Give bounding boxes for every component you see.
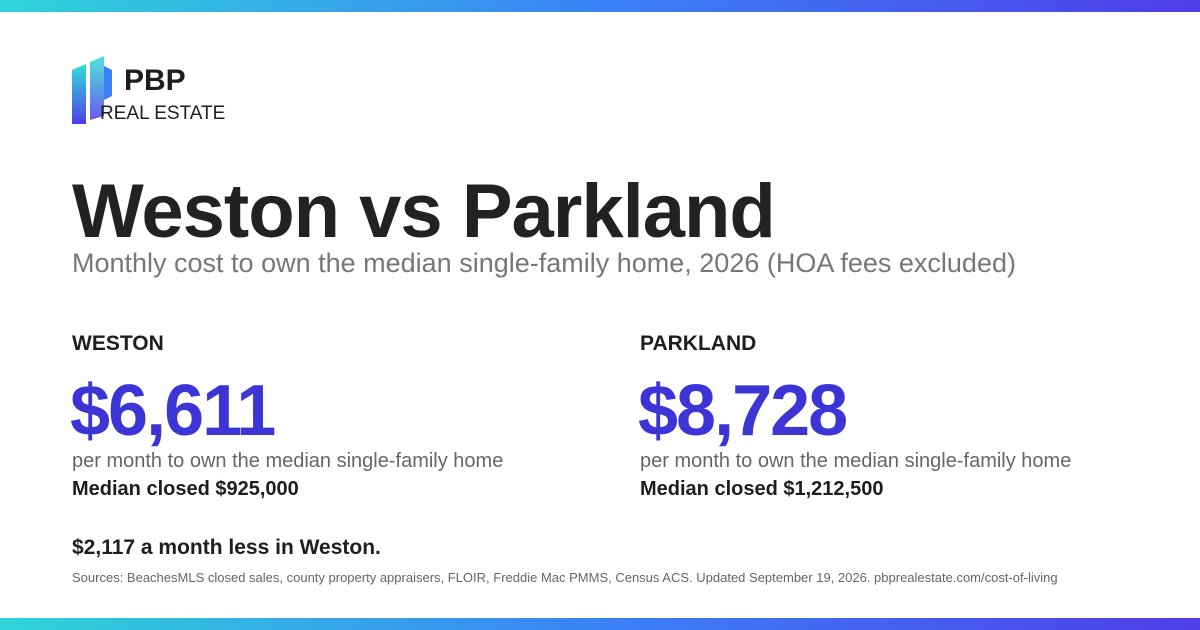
title: Weston vs Parkland [72, 169, 776, 254]
city-amount: $8,728 [638, 371, 848, 451]
sources: Sources: BeachesMLS closed sales, county… [72, 570, 1058, 585]
brand-tagline: REAL ESTATE [100, 103, 226, 124]
city-name: PARKLAND [640, 332, 757, 355]
city-median: Median closed $925,000 [72, 478, 299, 500]
top-bar [0, 0, 1200, 12]
brand-name: PBP [124, 64, 186, 97]
bottom-bar [0, 618, 1200, 630]
difference: $2,117 a month less in Weston. [72, 536, 381, 559]
city-caption: per month to own the median single-famil… [640, 450, 1072, 472]
subtitle: Monthly cost to own the median single-fa… [72, 248, 1016, 278]
city-caption: per month to own the median single-famil… [72, 450, 504, 472]
city-name: WESTON [72, 332, 164, 355]
city-amount: $6,611 [70, 371, 276, 451]
city-median: Median closed $1,212,500 [640, 478, 884, 500]
logo [72, 56, 112, 124]
